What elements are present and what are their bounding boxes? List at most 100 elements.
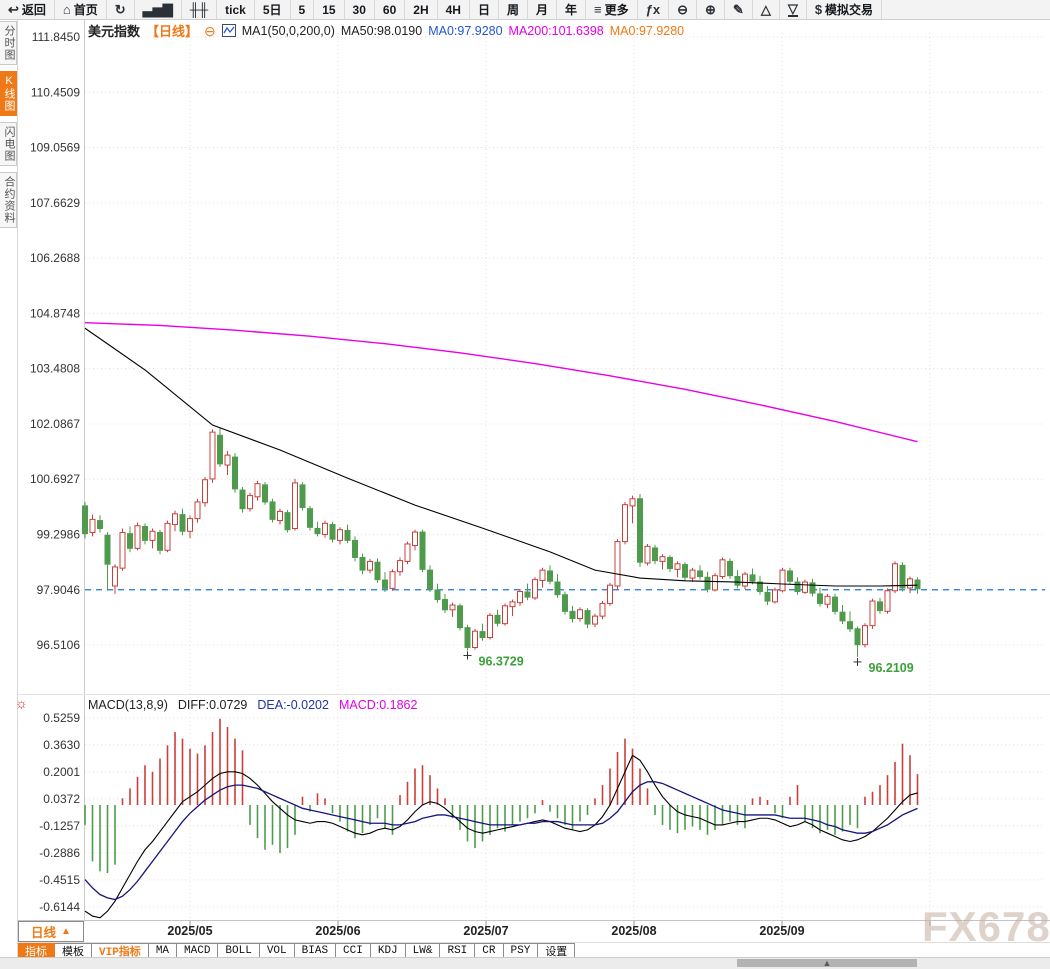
period-selector-label: 日线 bbox=[31, 926, 57, 940]
svg-text:-0.1257: -0.1257 bbox=[39, 819, 80, 833]
toolbar-button-label: tick bbox=[225, 2, 246, 17]
svg-text:2025/08: 2025/08 bbox=[611, 924, 656, 938]
macd-value: MACD:0.1862 bbox=[338, 698, 418, 712]
tab-time-chart[interactable]: 分时图 bbox=[0, 21, 17, 65]
fx-indicator-button[interactable]: ƒx bbox=[638, 0, 670, 19]
indicator-tab-label: CR bbox=[482, 945, 496, 957]
svg-text:0.3630: 0.3630 bbox=[43, 738, 80, 752]
chart-title-row: 美元指数 【日线】 ⊖ MA1(50,0,200,0) MA50:98.0190… bbox=[88, 21, 684, 40]
svg-text:103.4808: 103.4808 bbox=[30, 362, 80, 376]
period-60-button[interactable]: 60 bbox=[375, 0, 406, 19]
indicator-tab-label: VOL bbox=[266, 945, 287, 957]
sim-trade-button[interactable]: $ 模拟交易 bbox=[807, 0, 883, 19]
indicator-tab-label: CCI bbox=[343, 945, 363, 957]
toolbar-button-icon: △ bbox=[760, 2, 771, 17]
indicator-tabbar: 指标 模板 VIP指标 MA MACD BOLL VOL BIAS CCI KD… bbox=[18, 943, 576, 959]
svg-text:96.3729: 96.3729 bbox=[479, 655, 524, 669]
period-week-button[interactable]: 周 bbox=[499, 0, 528, 19]
toolbar-button-icon: ╫╫ bbox=[189, 2, 209, 17]
indicator-tab-label: BIAS bbox=[301, 945, 329, 957]
ma-settings-label: MA1(50,0,200,0) bbox=[241, 23, 335, 38]
toolbar-button-label: 周 bbox=[506, 3, 519, 17]
alert-down-button[interactable]: ▽ bbox=[780, 0, 807, 19]
toolbar: ↩ 返回 ⌂ 首页 ↻ ▃▅▇ ╫╫ tick 5日 bbox=[0, 0, 1050, 20]
indicator-settings-icon[interactable]: ☼ bbox=[15, 695, 28, 711]
tab-vip-indicator[interactable]: VIP指标 bbox=[92, 943, 149, 959]
tab-lightning-chart[interactable]: 闪电图 bbox=[0, 122, 17, 166]
chart-bars-button[interactable]: ▃▅▇ bbox=[135, 0, 182, 19]
ma-indicator-icon bbox=[221, 24, 236, 37]
svg-text:-0.6144: -0.6144 bbox=[39, 900, 80, 914]
macd-diff-value: DIFF:0.0729 bbox=[177, 698, 248, 712]
macd-params: MACD(13,8,9) bbox=[88, 698, 168, 712]
toolbar-button-label: 日 bbox=[477, 3, 490, 17]
indicator-tab-label: PSY bbox=[510, 945, 531, 957]
svg-text:2025/07: 2025/07 bbox=[463, 924, 508, 938]
toolbar-button-icon: ⊕ bbox=[705, 2, 716, 17]
tab-kline-chart[interactable]: K线图 bbox=[0, 71, 17, 116]
more-button[interactable]: ≡ 更多 bbox=[586, 0, 638, 19]
toolbar-button-label: 首页 bbox=[73, 3, 98, 17]
period-2h-button[interactable]: 2H bbox=[405, 0, 438, 19]
toolbar-button-icon: ⊖ bbox=[677, 2, 688, 17]
period-year-button[interactable]: 年 bbox=[557, 0, 587, 19]
alert-up-button[interactable]: △ bbox=[753, 0, 780, 19]
home-button[interactable]: ⌂ 首页 bbox=[55, 0, 107, 19]
toolbar-button-icon: ✎ bbox=[732, 2, 744, 17]
chart-style-button[interactable]: ╫╫ bbox=[182, 0, 218, 19]
macd-header: MACD(13,8,9) DIFF:0.0729 DEA:-0.0202 MAC… bbox=[88, 698, 417, 712]
indicator-tab-label: KDJ bbox=[377, 945, 398, 957]
symbol-name: 美元指数 bbox=[88, 24, 141, 39]
toolbar-button-icon: $ bbox=[814, 2, 823, 17]
indicator-tab-label: RSI bbox=[447, 945, 468, 957]
scrollbar-thumb[interactable]: ▲ bbox=[737, 959, 917, 968]
zoom-in-button[interactable]: ⊕ bbox=[697, 0, 725, 19]
tab-cr[interactable]: CR bbox=[475, 943, 504, 959]
period-15-button[interactable]: 15 bbox=[314, 0, 345, 19]
bottom-scrollbar[interactable]: ▲ bbox=[0, 957, 1050, 969]
triangle-up-icon: ▲ bbox=[61, 926, 71, 937]
collapse-legend-icon[interactable]: ⊖ bbox=[204, 22, 216, 39]
period-tick-button[interactable]: tick bbox=[217, 0, 255, 19]
sidebar-tab-label: 闪电图 bbox=[3, 126, 15, 162]
period-day-button[interactable]: 日 bbox=[470, 0, 499, 19]
svg-text:0.5259: 0.5259 bbox=[43, 711, 80, 725]
back-button[interactable]: ↩ 返回 bbox=[0, 0, 55, 19]
toolbar-button-label: 15 bbox=[322, 2, 336, 17]
refresh-button[interactable]: ↻ bbox=[107, 0, 135, 19]
ma0-blue-value: MA0:97.9280 bbox=[428, 23, 503, 38]
toolbar-button-label: 模拟交易 bbox=[825, 3, 874, 17]
draw-button[interactable]: ✎ bbox=[725, 0, 753, 19]
svg-text:99.2986: 99.2986 bbox=[37, 528, 81, 542]
period-4h-button[interactable]: 4H bbox=[438, 0, 470, 19]
toolbar-button-label: 月 bbox=[535, 3, 548, 17]
tab-macd[interactable]: MACD bbox=[177, 943, 219, 959]
period-30-button[interactable]: 30 bbox=[345, 0, 375, 19]
tab-contract-info[interactable]: 合约资料 bbox=[0, 172, 17, 228]
ma0-orange-value: MA0:97.9280 bbox=[609, 23, 685, 38]
svg-text:111.8450: 111.8450 bbox=[32, 30, 81, 44]
tab-boll[interactable]: BOLL bbox=[218, 943, 260, 959]
zoom-out-button[interactable]: ⊖ bbox=[669, 0, 697, 19]
svg-text:2025/09: 2025/09 bbox=[759, 924, 804, 938]
toolbar-button-icon: ƒx bbox=[645, 2, 661, 17]
tab-ma[interactable]: MA bbox=[148, 943, 178, 959]
period-month-button[interactable]: 月 bbox=[528, 0, 557, 19]
period-selector[interactable]: 日线 ▲ bbox=[18, 921, 84, 942]
period-5d-button[interactable]: 5日 bbox=[255, 0, 291, 19]
tab-rsi[interactable]: RSI bbox=[440, 943, 476, 959]
svg-text:102.0867: 102.0867 bbox=[30, 417, 80, 431]
tab-indicator[interactable]: 指标 bbox=[18, 943, 55, 959]
svg-text:96.5106: 96.5106 bbox=[37, 638, 81, 652]
svg-text:2025/06: 2025/06 bbox=[315, 924, 360, 938]
svg-text:110.4509: 110.4509 bbox=[31, 85, 80, 99]
svg-text:109.0569: 109.0569 bbox=[30, 141, 80, 155]
indicator-tab-label: 模板 bbox=[62, 947, 84, 959]
toolbar-button-label: 5 bbox=[298, 2, 306, 17]
toolbar-button-label: 年 bbox=[565, 3, 578, 17]
toolbar-button-label: 2H bbox=[413, 2, 429, 17]
svg-text:-0.4515: -0.4515 bbox=[39, 873, 80, 887]
period-5-button[interactable]: 5 bbox=[291, 0, 315, 19]
svg-text:96.2109: 96.2109 bbox=[869, 661, 914, 675]
